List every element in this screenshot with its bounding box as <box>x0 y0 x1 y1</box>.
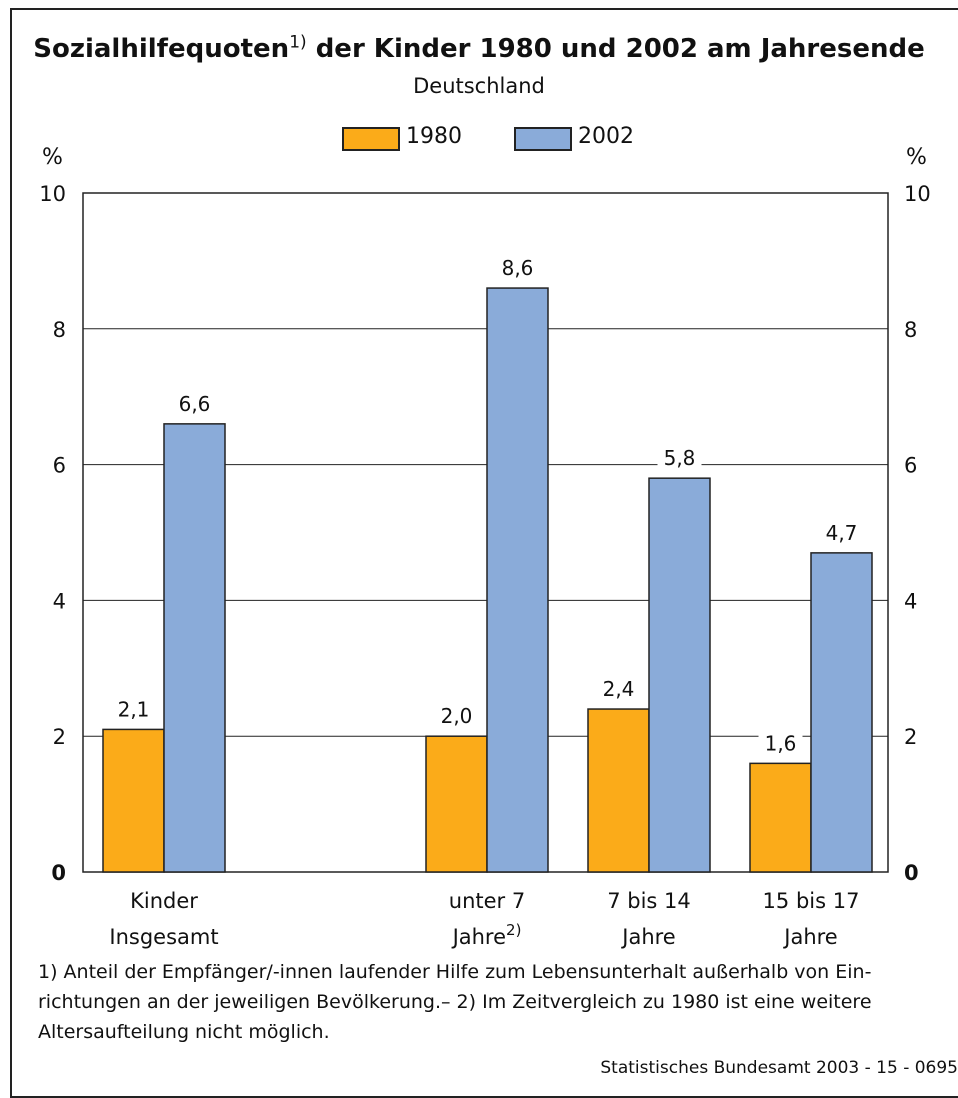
data-label-background <box>819 518 864 545</box>
bar-1980 <box>425 735 488 873</box>
source-note: Statistisches Bundesamt 2003 - 15 - 0695 <box>600 1058 958 1078</box>
y-tick-label-right: 8 <box>904 318 917 342</box>
bar-2002 <box>810 552 873 873</box>
y-tick-label-left: 4 <box>53 589 66 613</box>
legend-swatch-2002 <box>514 127 572 151</box>
legend-swatch-1980 <box>342 127 400 151</box>
legend-label-2002: 2002 <box>578 124 634 149</box>
y-tick-label-right: 2 <box>904 725 917 749</box>
bar-1980 <box>749 762 812 873</box>
legend: 1980 2002 <box>0 124 958 154</box>
footnote-line: richtungen an der jeweiligen Bevölkerung… <box>38 991 872 1013</box>
footnote-line: 1) Anteil der Empfänger/-innen laufender… <box>38 961 872 983</box>
data-label-background <box>495 254 540 281</box>
y-axis-unit-right: % <box>906 145 927 170</box>
y-tick-label-right: 0 <box>904 861 919 885</box>
bar-2002 <box>648 477 711 873</box>
data-label-1980: 2,0 <box>441 704 473 728</box>
data-label-background <box>596 675 641 702</box>
y-tick-label-left: 0 <box>51 861 66 885</box>
y-tick-label-left: 2 <box>53 725 66 749</box>
x-tick-label-line1: unter 7 <box>449 889 525 913</box>
title-footnote-marker: 1) <box>289 32 307 53</box>
bar-1980 <box>102 728 165 873</box>
chart-subtitle: Deutschland <box>413 74 545 98</box>
x-tick-label-line2: Insgesamt <box>109 925 218 949</box>
data-label-background <box>111 695 156 722</box>
data-label-2002: 8,6 <box>502 256 534 280</box>
x-tick-label-line1: Kinder <box>130 889 198 913</box>
data-label-1980: 1,6 <box>765 731 797 755</box>
data-label-2002: 6,6 <box>179 392 211 416</box>
footnote-line: Altersaufteilung nicht möglich. <box>38 1021 330 1043</box>
data-label-2002: 4,7 <box>826 521 858 545</box>
x-tick-label-line2: Jahre2) <box>451 921 522 949</box>
data-label-background <box>434 702 479 729</box>
y-tick-label-right: 10 <box>904 182 931 206</box>
x-tick-label-line1: 7 bis 14 <box>607 889 691 913</box>
bar-2002 <box>486 287 549 873</box>
y-tick-label-right: 6 <box>904 454 917 478</box>
y-tick-label-left: 10 <box>39 182 66 206</box>
data-label-background <box>172 389 217 416</box>
bar-1980 <box>587 708 650 873</box>
x-tick-label-line2: Jahre <box>620 925 675 949</box>
footnote: 1) Anteil der Empfänger/-innen laufender… <box>38 957 938 1047</box>
y-tick-label-right: 4 <box>904 589 917 613</box>
chart-title: Sozialhilfequoten1) der Kinder 1980 und … <box>33 32 925 64</box>
bar-chart: 0 0 2 2 4 4 6 6 8 8 10 10 2,1 2,0 2,4 1,6 6,6 8,6 5,8 4,7 Ki… <box>39 182 931 949</box>
bar-2002 <box>163 423 226 873</box>
x-tick-label-line1: 15 bis 17 <box>763 889 860 913</box>
y-axis-unit-left: % <box>42 145 63 170</box>
data-label-1980: 2,4 <box>603 677 635 701</box>
data-label-1980: 2,1 <box>118 697 150 721</box>
legend-label-1980: 1980 <box>406 124 462 149</box>
x-tick-label-line2: Jahre <box>782 925 837 949</box>
y-tick-label-left: 6 <box>53 454 66 478</box>
y-tick-label-left: 8 <box>53 318 66 342</box>
data-label-background <box>657 444 702 471</box>
data-label-2002: 5,8 <box>664 446 696 470</box>
data-label-background <box>758 729 803 756</box>
